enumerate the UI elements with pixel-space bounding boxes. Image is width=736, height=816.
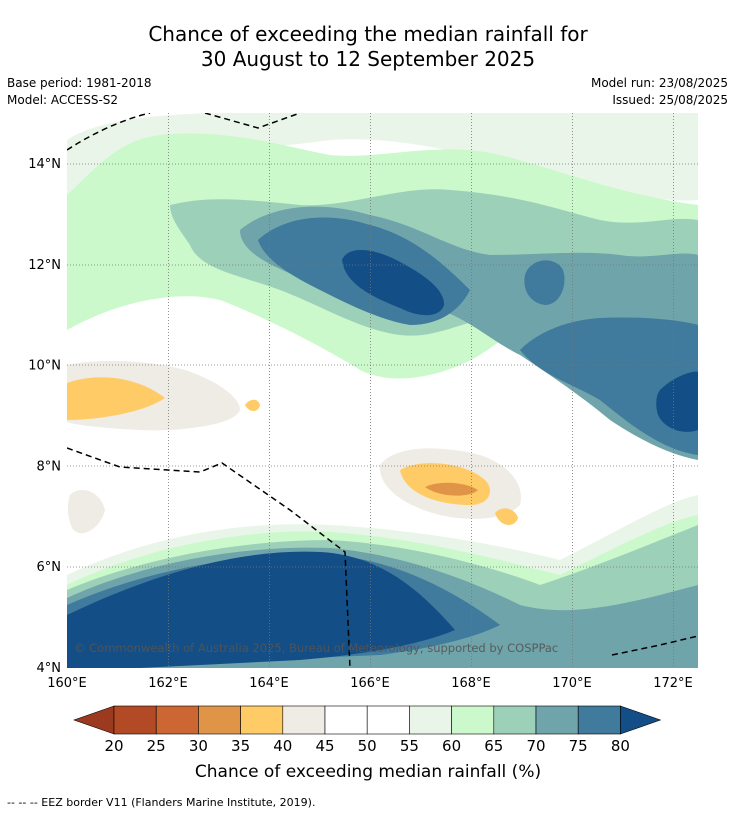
colorbar-tick-label: 60	[442, 737, 461, 755]
colorbar-extend-low	[73, 705, 115, 735]
map-gridlines	[67, 113, 698, 668]
colorbar-segment	[282, 705, 326, 735]
colorbar-tick-label: 35	[231, 737, 250, 755]
lon-tick-label: 170°E	[552, 676, 592, 691]
lon-tick-label: 168°E	[451, 676, 491, 691]
colorbar-segment	[324, 705, 368, 735]
map-contour-layer: © Commonwealth of Australia 2025, Bureau…	[67, 113, 698, 668]
contour-75-80-small	[524, 260, 565, 305]
colorbar-title: Chance of exceeding median rainfall (%)	[194, 762, 542, 782]
colorbar-tick-label: 30	[189, 737, 208, 755]
colorbar-extend-high	[620, 705, 662, 735]
contour-above-80-east	[656, 371, 698, 432]
colorbar-tick-label: 80	[611, 737, 630, 755]
model-run-label: Model run: 23/08/2025	[590, 76, 728, 90]
info-right: Model run: 23/08/2025 Issued: 25/08/2025	[591, 75, 728, 109]
latitude-axis: 14°N 12°N 10°N 8°N 6°N 4°N	[28, 157, 61, 676]
contour-35-40-west	[67, 377, 165, 420]
chart-title: Chance of exceeding the median rainfall …	[0, 22, 736, 72]
colorbar-segment	[535, 705, 579, 735]
colorbar-segment	[366, 705, 410, 735]
colorbar-tick-label: 55	[400, 737, 419, 755]
colorbar-tick-label: 50	[358, 737, 377, 755]
contour-30-35-central	[425, 482, 478, 496]
contour-40-45-southwest	[67, 490, 105, 534]
lon-tick-label: 164°E	[249, 676, 289, 691]
lat-tick-label: 6°N	[37, 560, 62, 575]
contour-35-40-dot	[245, 399, 260, 412]
colorbar-tick-label: 25	[147, 737, 166, 755]
colorbar-segment	[113, 705, 157, 735]
colorbar-tick-label: 70	[526, 737, 545, 755]
eez-border	[67, 113, 698, 668]
title-line-2: 30 August to 12 September 2025	[200, 47, 536, 71]
colorbar-segment	[409, 705, 452, 735]
contour-above-80-south	[67, 551, 455, 668]
contour-35-40-central-small	[495, 508, 518, 525]
contour-above-80-north	[342, 250, 445, 316]
model-label: Model: ACCESS-S2	[7, 93, 119, 107]
lat-tick-label: 10°N	[28, 359, 61, 374]
colorbar-segment	[577, 705, 621, 735]
colorbar-tick-label: 40	[273, 737, 292, 755]
lon-tick-label: 162°E	[148, 676, 188, 691]
copyright-text: © Commonwealth of Australia 2025, Bureau…	[74, 641, 558, 655]
lat-tick-label: 8°N	[37, 459, 62, 474]
lat-tick-label: 12°N	[28, 258, 61, 273]
lat-tick-label: 4°N	[37, 661, 62, 676]
colorbar-tick-label: 45	[315, 737, 334, 755]
longitude-axis: 160°E 162°E 164°E 166°E 168°E 170°E 172°E	[47, 676, 693, 691]
colorbar-segment	[155, 705, 199, 735]
lon-tick-label: 172°E	[653, 676, 693, 691]
colorbar-segment	[198, 705, 241, 735]
lat-tick-label: 14°N	[28, 157, 61, 172]
lon-tick-label: 160°E	[47, 676, 87, 691]
colorbar-tick-label: 65	[484, 737, 503, 755]
colorbar-tick-label: 20	[104, 737, 123, 755]
colorbar-segment	[493, 705, 537, 735]
colorbar-tick-labels: 20 25 30 35 40 45 50 55 60 65 70 75 80	[104, 737, 629, 755]
contour-75-80-east	[520, 317, 698, 455]
colorbar-segment	[240, 705, 284, 735]
issued-label: Issued: 25/08/2025	[612, 93, 728, 107]
colorbar	[73, 705, 662, 735]
base-period-label: Base period: 1981-2018	[7, 76, 152, 90]
eez-footnote: -- -- -- EEZ border V11 (Flanders Marine…	[7, 796, 316, 809]
info-left: Base period: 1981-2018 Model: ACCESS-S2	[7, 75, 152, 109]
lon-tick-label: 166°E	[350, 676, 390, 691]
title-line-1: Chance of exceeding the median rainfall …	[148, 22, 588, 46]
colorbar-segment	[451, 705, 495, 735]
colorbar-tick-label: 75	[569, 737, 588, 755]
